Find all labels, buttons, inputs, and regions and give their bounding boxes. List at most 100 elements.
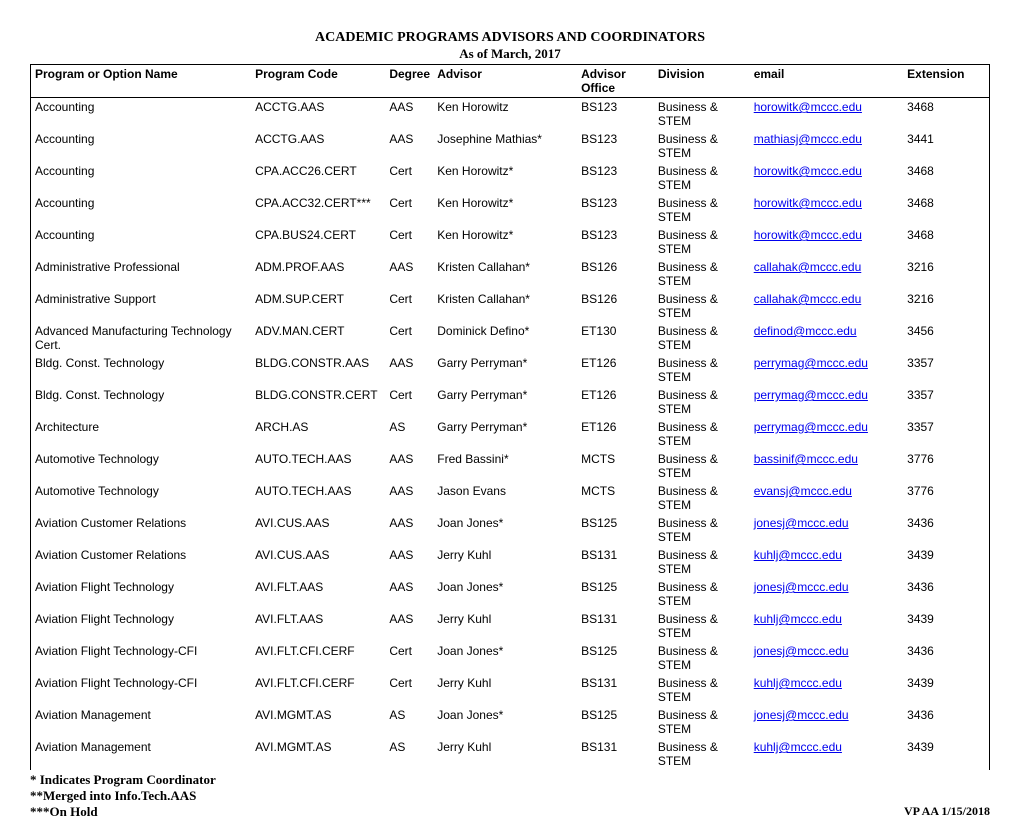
advisor-cell: Jerry Kuhl: [433, 610, 577, 642]
email-link[interactable]: jonesj@mccc.edu: [754, 644, 849, 658]
email-cell: jonesj@mccc.edu: [750, 514, 903, 546]
program-cell: Advanced Manufacturing Technology Cert.: [31, 322, 252, 354]
email-link[interactable]: horowitk@mccc.edu: [754, 196, 862, 210]
table-row: Aviation Flight Technology-CFIAVI.FLT.CF…: [31, 674, 990, 706]
degree-cell: AS: [385, 706, 433, 738]
office-cell: BS125: [577, 706, 654, 738]
advisor-cell: Ken Horowitz*: [433, 194, 577, 226]
email-link[interactable]: jonesj@mccc.edu: [754, 516, 849, 530]
email-link[interactable]: perrymag@mccc.edu: [754, 356, 868, 370]
footnote-onhold: ***On Hold VP AA 1/15/2018: [30, 804, 990, 820]
office-cell: BS131: [577, 674, 654, 706]
degree-cell: Cert: [385, 386, 433, 418]
email-link[interactable]: horowitk@mccc.edu: [754, 164, 862, 178]
office-cell: BS123: [577, 226, 654, 258]
email-link[interactable]: callahak@mccc.edu: [754, 260, 862, 274]
division-cell: Business & STEM: [654, 354, 750, 386]
table-row: Bldg. Const. TechnologyBLDG.CONSTR.AASAA…: [31, 354, 990, 386]
degree-cell: AAS: [385, 354, 433, 386]
email-link[interactable]: evansj@mccc.edu: [754, 484, 852, 498]
email-link[interactable]: horowitk@mccc.edu: [754, 100, 862, 114]
advisors-table: Program or Option Name Program Code Degr…: [30, 64, 990, 770]
office-cell: ET126: [577, 418, 654, 450]
extension-cell: 3357: [903, 354, 989, 386]
table-row: Aviation Flight TechnologyAVI.FLT.AASAAS…: [31, 610, 990, 642]
extension-cell: 3439: [903, 674, 989, 706]
program-cell: Aviation Management: [31, 706, 252, 738]
advisor-cell: Kristen Callahan*: [433, 290, 577, 322]
email-link[interactable]: kuhlj@mccc.edu: [754, 612, 842, 626]
extension-cell: 3439: [903, 546, 989, 578]
office-cell: BS126: [577, 290, 654, 322]
email-link[interactable]: perrymag@mccc.edu: [754, 388, 868, 402]
degree-cell: AAS: [385, 258, 433, 290]
email-cell: kuhlj@mccc.edu: [750, 674, 903, 706]
advisor-cell: Dominick Defino*: [433, 322, 577, 354]
degree-cell: Cert: [385, 162, 433, 194]
extension-cell: 3776: [903, 450, 989, 482]
program-cell: Bldg. Const. Technology: [31, 354, 252, 386]
email-link[interactable]: callahak@mccc.edu: [754, 292, 862, 306]
division-cell: Business & STEM: [654, 98, 750, 131]
advisor-cell: Ken Horowitz*: [433, 226, 577, 258]
table-row: Administrative SupportADM.SUP.CERTCertKr…: [31, 290, 990, 322]
office-cell: ET126: [577, 386, 654, 418]
code-cell: AVI.FLT.AAS: [251, 578, 385, 610]
table-row: Automotive TechnologyAUTO.TECH.AASAASJas…: [31, 482, 990, 514]
degree-cell: Cert: [385, 674, 433, 706]
email-cell: horowitk@mccc.edu: [750, 226, 903, 258]
email-link[interactable]: horowitk@mccc.edu: [754, 228, 862, 242]
email-cell: horowitk@mccc.edu: [750, 194, 903, 226]
table-row: AccountingACCTG.AASAASKen HorowitzBS123B…: [31, 98, 990, 131]
advisor-cell: Joan Jones*: [433, 642, 577, 674]
code-cell: AVI.CUS.AAS: [251, 546, 385, 578]
program-cell: Accounting: [31, 226, 252, 258]
extension-cell: 3456: [903, 322, 989, 354]
advisor-cell: Fred Bassini*: [433, 450, 577, 482]
extension-cell: 3436: [903, 706, 989, 738]
degree-cell: AAS: [385, 482, 433, 514]
code-cell: AUTO.TECH.AAS: [251, 450, 385, 482]
extension-cell: 3441: [903, 130, 989, 162]
email-cell: perrymag@mccc.edu: [750, 386, 903, 418]
office-cell: BS126: [577, 258, 654, 290]
col-extension: Extension: [903, 65, 989, 98]
extension-cell: 3436: [903, 578, 989, 610]
program-cell: Bldg. Const. Technology: [31, 386, 252, 418]
degree-cell: Cert: [385, 226, 433, 258]
program-cell: Administrative Professional: [31, 258, 252, 290]
email-link[interactable]: kuhlj@mccc.edu: [754, 676, 842, 690]
email-link[interactable]: kuhlj@mccc.edu: [754, 740, 842, 754]
office-cell: BS131: [577, 738, 654, 770]
division-cell: Business & STEM: [654, 738, 750, 770]
program-cell: Accounting: [31, 130, 252, 162]
email-link[interactable]: kuhlj@mccc.edu: [754, 548, 842, 562]
program-cell: Accounting: [31, 162, 252, 194]
office-cell: BS125: [577, 514, 654, 546]
extension-cell: 3216: [903, 258, 989, 290]
office-cell: ET126: [577, 354, 654, 386]
office-cell: MCTS: [577, 450, 654, 482]
email-cell: kuhlj@mccc.edu: [750, 738, 903, 770]
email-link[interactable]: jonesj@mccc.edu: [754, 708, 849, 722]
table-row: AccountingCPA.BUS24.CERTCertKen Horowitz…: [31, 226, 990, 258]
email-cell: horowitk@mccc.edu: [750, 98, 903, 131]
code-cell: ADM.SUP.CERT: [251, 290, 385, 322]
advisor-cell: Garry Perryman*: [433, 386, 577, 418]
advisor-cell: Jason Evans: [433, 482, 577, 514]
program-cell: Aviation Customer Relations: [31, 546, 252, 578]
email-link[interactable]: jonesj@mccc.edu: [754, 580, 849, 594]
email-link[interactable]: bassinif@mccc.edu: [754, 452, 858, 466]
office-cell: BS123: [577, 130, 654, 162]
division-cell: Business & STEM: [654, 642, 750, 674]
email-link[interactable]: definod@mccc.edu: [754, 324, 857, 338]
advisor-cell: Joan Jones*: [433, 706, 577, 738]
degree-cell: Cert: [385, 194, 433, 226]
email-link[interactable]: mathiasj@mccc.edu: [754, 132, 862, 146]
email-link[interactable]: perrymag@mccc.edu: [754, 420, 868, 434]
code-cell: ADM.PROF.AAS: [251, 258, 385, 290]
office-cell: BS131: [577, 610, 654, 642]
office-cell: BS123: [577, 98, 654, 131]
extension-cell: 3468: [903, 226, 989, 258]
degree-cell: AS: [385, 738, 433, 770]
